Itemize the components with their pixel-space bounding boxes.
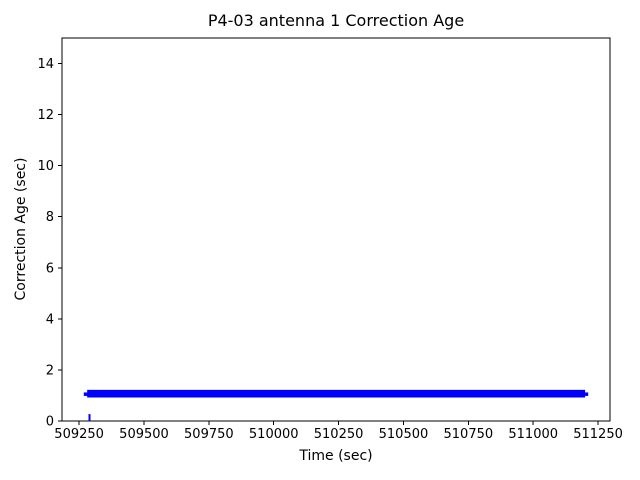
x-tick-label: 510000 <box>249 427 299 442</box>
y-tick-label: 2 <box>46 363 54 378</box>
y-tick-label: 10 <box>37 159 54 174</box>
x-axis-label: Time (sec) <box>299 448 373 464</box>
y-tick-label: 6 <box>46 261 54 276</box>
x-tick-label: 511000 <box>508 427 558 442</box>
y-tick-label: 4 <box>46 312 54 327</box>
x-tick-label: 509750 <box>184 427 234 442</box>
x-tick-label: 510250 <box>314 427 364 442</box>
x-tick-label: 511250 <box>573 427 623 442</box>
data-band <box>87 389 586 398</box>
y-tick-label: 14 <box>37 57 54 72</box>
x-tick-label: 510750 <box>444 427 494 442</box>
axes-spines <box>61 37 611 422</box>
y-axis-label: Correction Age (sec) <box>13 157 29 301</box>
x-tick-label: 509250 <box>54 427 104 442</box>
outlier-point <box>88 414 91 421</box>
chart-title: P4-03 antenna 1 Correction Age <box>207 11 465 30</box>
y-tick-label: 8 <box>46 210 54 225</box>
x-tick-label: 510500 <box>379 427 429 442</box>
y-tick-label: 0 <box>46 415 54 430</box>
y-tick-label: 12 <box>37 108 54 123</box>
x-tick-label: 509500 <box>119 427 169 442</box>
